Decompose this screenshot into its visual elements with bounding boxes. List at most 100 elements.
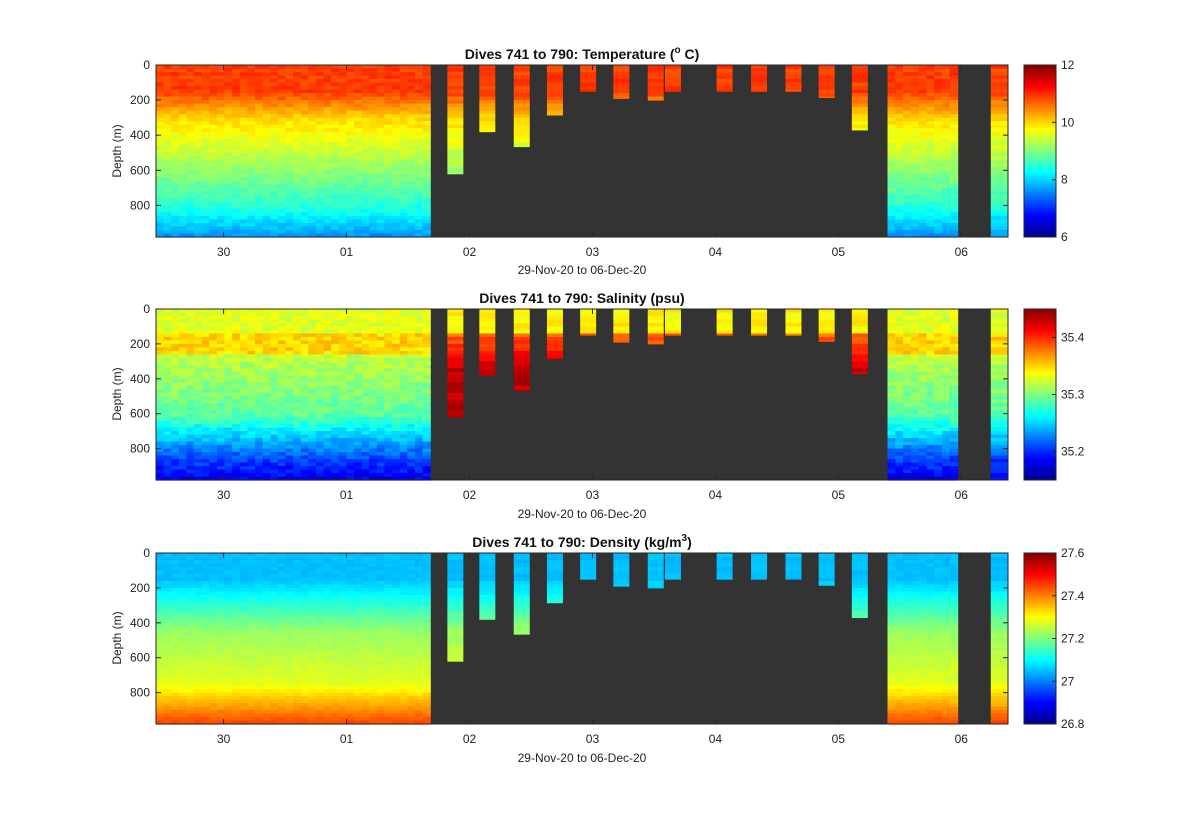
heatmap-cell	[918, 75, 928, 80]
heatmap-cell	[887, 322, 896, 328]
heatmap-cell	[447, 333, 464, 338]
heatmap-cell	[270, 336, 279, 342]
heatmap-cell	[851, 361, 868, 366]
heatmap-cell	[895, 124, 904, 129]
heatmap-cell	[354, 392, 363, 397]
heatmap-cell	[178, 309, 188, 314]
heatmap-cell	[376, 114, 386, 119]
heatmap-cell	[247, 361, 256, 366]
heatmap-cell	[171, 455, 180, 460]
heatmap-cell	[338, 385, 347, 390]
heatmap-cell	[949, 212, 959, 217]
heatmap-cell	[479, 368, 496, 373]
heatmap-cell	[346, 191, 355, 196]
heatmap-cell	[414, 184, 424, 189]
heatmap-cell	[664, 75, 681, 80]
heatmap-cell	[163, 177, 172, 182]
heatmap-cell	[376, 180, 386, 185]
heatmap-cell	[851, 309, 868, 313]
heatmap-cell	[942, 434, 951, 439]
heatmap-cell	[361, 75, 370, 80]
heatmap-cell	[926, 191, 935, 196]
heatmap-cell	[338, 410, 347, 415]
heatmap-cell	[354, 427, 363, 432]
heatmap-cell	[934, 177, 943, 182]
heatmap-cell	[949, 399, 959, 404]
heatmap-cell	[407, 194, 416, 199]
heatmap-cell	[422, 403, 431, 408]
heatmap-cell	[926, 124, 935, 129]
heatmap-cell	[926, 103, 935, 108]
heatmap-cell	[300, 319, 309, 324]
heatmap-cell	[942, 107, 951, 112]
heatmap-cell	[903, 466, 912, 471]
heatmap-cell	[818, 79, 835, 84]
heatmap-cell	[399, 476, 408, 481]
heatmap-cell	[546, 100, 563, 105]
heatmap-cell	[209, 100, 218, 105]
heatmap-cell	[910, 145, 920, 150]
heatmap-cell	[315, 229, 325, 235]
heatmap-cell	[910, 448, 920, 453]
heatmap-cell	[156, 333, 165, 338]
heatmap-cell	[186, 212, 195, 217]
heatmap-cell	[918, 156, 928, 161]
heatmap-cell	[270, 438, 279, 443]
heatmap-cell	[216, 469, 226, 474]
heatmap-cell	[479, 107, 496, 112]
heatmap-cell	[224, 149, 233, 154]
heatmap-cell	[186, 403, 195, 408]
heatmap-cell	[887, 187, 896, 192]
heatmap-cell	[346, 135, 355, 140]
heatmap-cell	[331, 205, 340, 210]
heatmap-cell	[384, 110, 393, 115]
heatmap-cell	[361, 340, 370, 345]
heatmap-cell	[910, 396, 920, 401]
heatmap-cell	[293, 159, 302, 164]
heatmap-cell	[934, 170, 943, 175]
heatmap-cell	[331, 424, 340, 429]
heatmap-cell	[887, 100, 896, 105]
heatmap-cell	[361, 159, 370, 164]
heatmap-cell	[414, 107, 424, 112]
heatmap-cell	[232, 208, 241, 214]
heatmap-cell	[903, 424, 912, 429]
heatmap-cell	[647, 89, 664, 94]
heatmap-cell	[331, 343, 340, 348]
heatmap-cell	[887, 466, 896, 471]
heatmap-cell	[194, 114, 203, 119]
heatmap-cell	[399, 107, 408, 112]
heatmap-cell	[285, 319, 294, 324]
heatmap-cell	[163, 229, 172, 235]
heatmap-cell	[285, 124, 294, 129]
heatmap-cell	[232, 322, 241, 328]
heatmap-cell	[247, 312, 256, 317]
heatmap-cell	[293, 424, 302, 429]
heatmap-cell	[323, 142, 332, 147]
heatmap-cell	[647, 309, 664, 313]
heatmap-cell	[422, 229, 431, 235]
heatmap-cell	[399, 100, 408, 105]
heatmap-cell	[331, 445, 340, 450]
heatmap-cell	[262, 152, 271, 157]
heatmap-cell	[308, 420, 317, 425]
temperature-panel: Dives 741 to 790: Temperature (o C) 0200…	[110, 45, 1075, 277]
heatmap-cell	[323, 173, 332, 178]
heatmap-cell	[392, 219, 401, 224]
heatmap-cell	[232, 222, 241, 228]
heatmap-cell	[818, 72, 835, 77]
heatmap-cell	[942, 159, 951, 164]
heatmap-cell	[376, 131, 386, 136]
heatmap-cell	[156, 410, 165, 415]
heatmap-cell	[414, 424, 424, 429]
heatmap-cell	[918, 371, 928, 376]
heatmap-cell	[315, 205, 325, 210]
heatmap-cell	[293, 180, 302, 185]
heatmap-cell	[224, 201, 233, 207]
heatmap-cell	[990, 312, 1008, 317]
heatmap-cell	[392, 145, 401, 150]
heatmap-cell	[209, 96, 218, 101]
heatmap-cell	[942, 233, 951, 238]
heatmap-cell	[887, 403, 896, 408]
heatmap-cell	[926, 329, 935, 335]
